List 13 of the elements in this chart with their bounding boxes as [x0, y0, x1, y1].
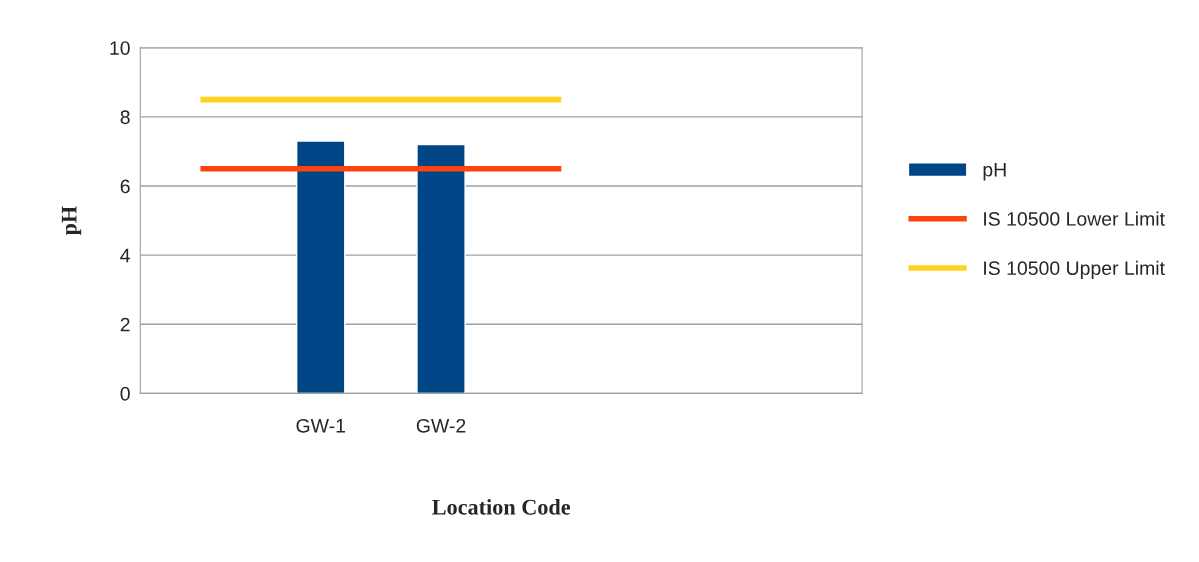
legend-label: pH	[983, 163, 1006, 181]
y-tick-label: 4	[120, 248, 130, 263]
x-axis-title: Location Code	[432, 499, 571, 515]
legend-label: IS 10500 Lower Limit	[984, 211, 1165, 226]
y-tick-label: 0	[120, 386, 130, 401]
y-tick-label: 8	[120, 110, 130, 125]
y-tick-label: 6	[120, 179, 130, 194]
y-tick-label: 2	[120, 317, 130, 332]
x-tick-label: GW-2	[416, 418, 466, 433]
y-axis-title: pH	[61, 206, 82, 236]
y-tick-label: 10	[110, 41, 130, 56]
legend-label: IS 10500 Upper Limit	[984, 260, 1165, 279]
x-tick-label: GW-1	[296, 418, 345, 433]
